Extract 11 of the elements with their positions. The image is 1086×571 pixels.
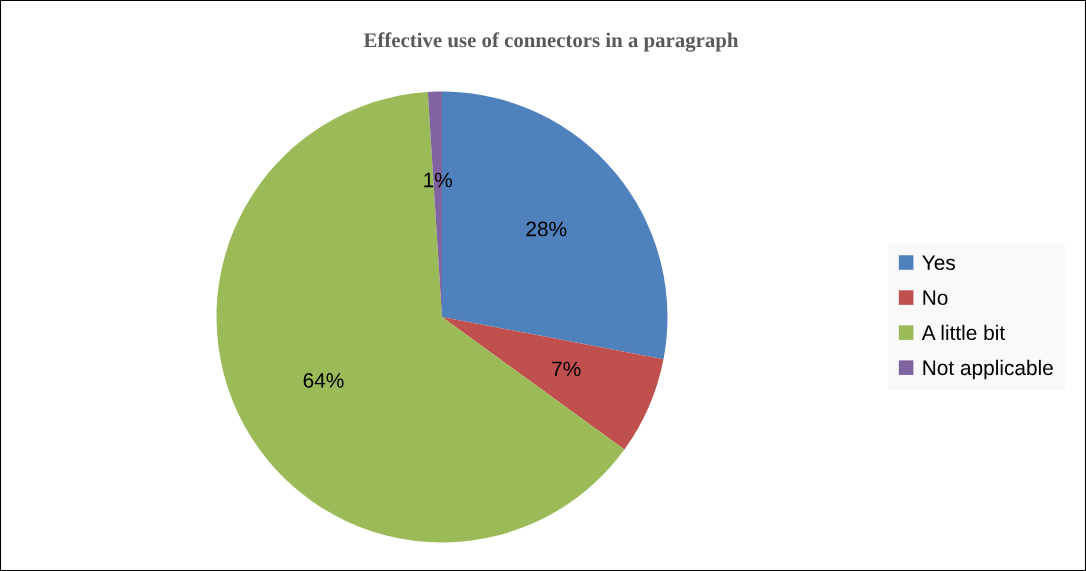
data-label: 7% [552,361,581,377]
legend-label: Not applicable [923,359,1053,380]
legend-label: No [923,290,948,306]
legend-label: A little bit [921,324,1005,341]
pie-slice [442,317,664,450]
chart-title: Effective use of connectors in a paragraph [363,32,739,52]
data-label: 64% [303,373,344,388]
legend-label: Yes [922,255,955,271]
data-label: 28% [526,221,567,237]
pie-slice [216,91,625,543]
data-label: 1% [424,172,453,188]
